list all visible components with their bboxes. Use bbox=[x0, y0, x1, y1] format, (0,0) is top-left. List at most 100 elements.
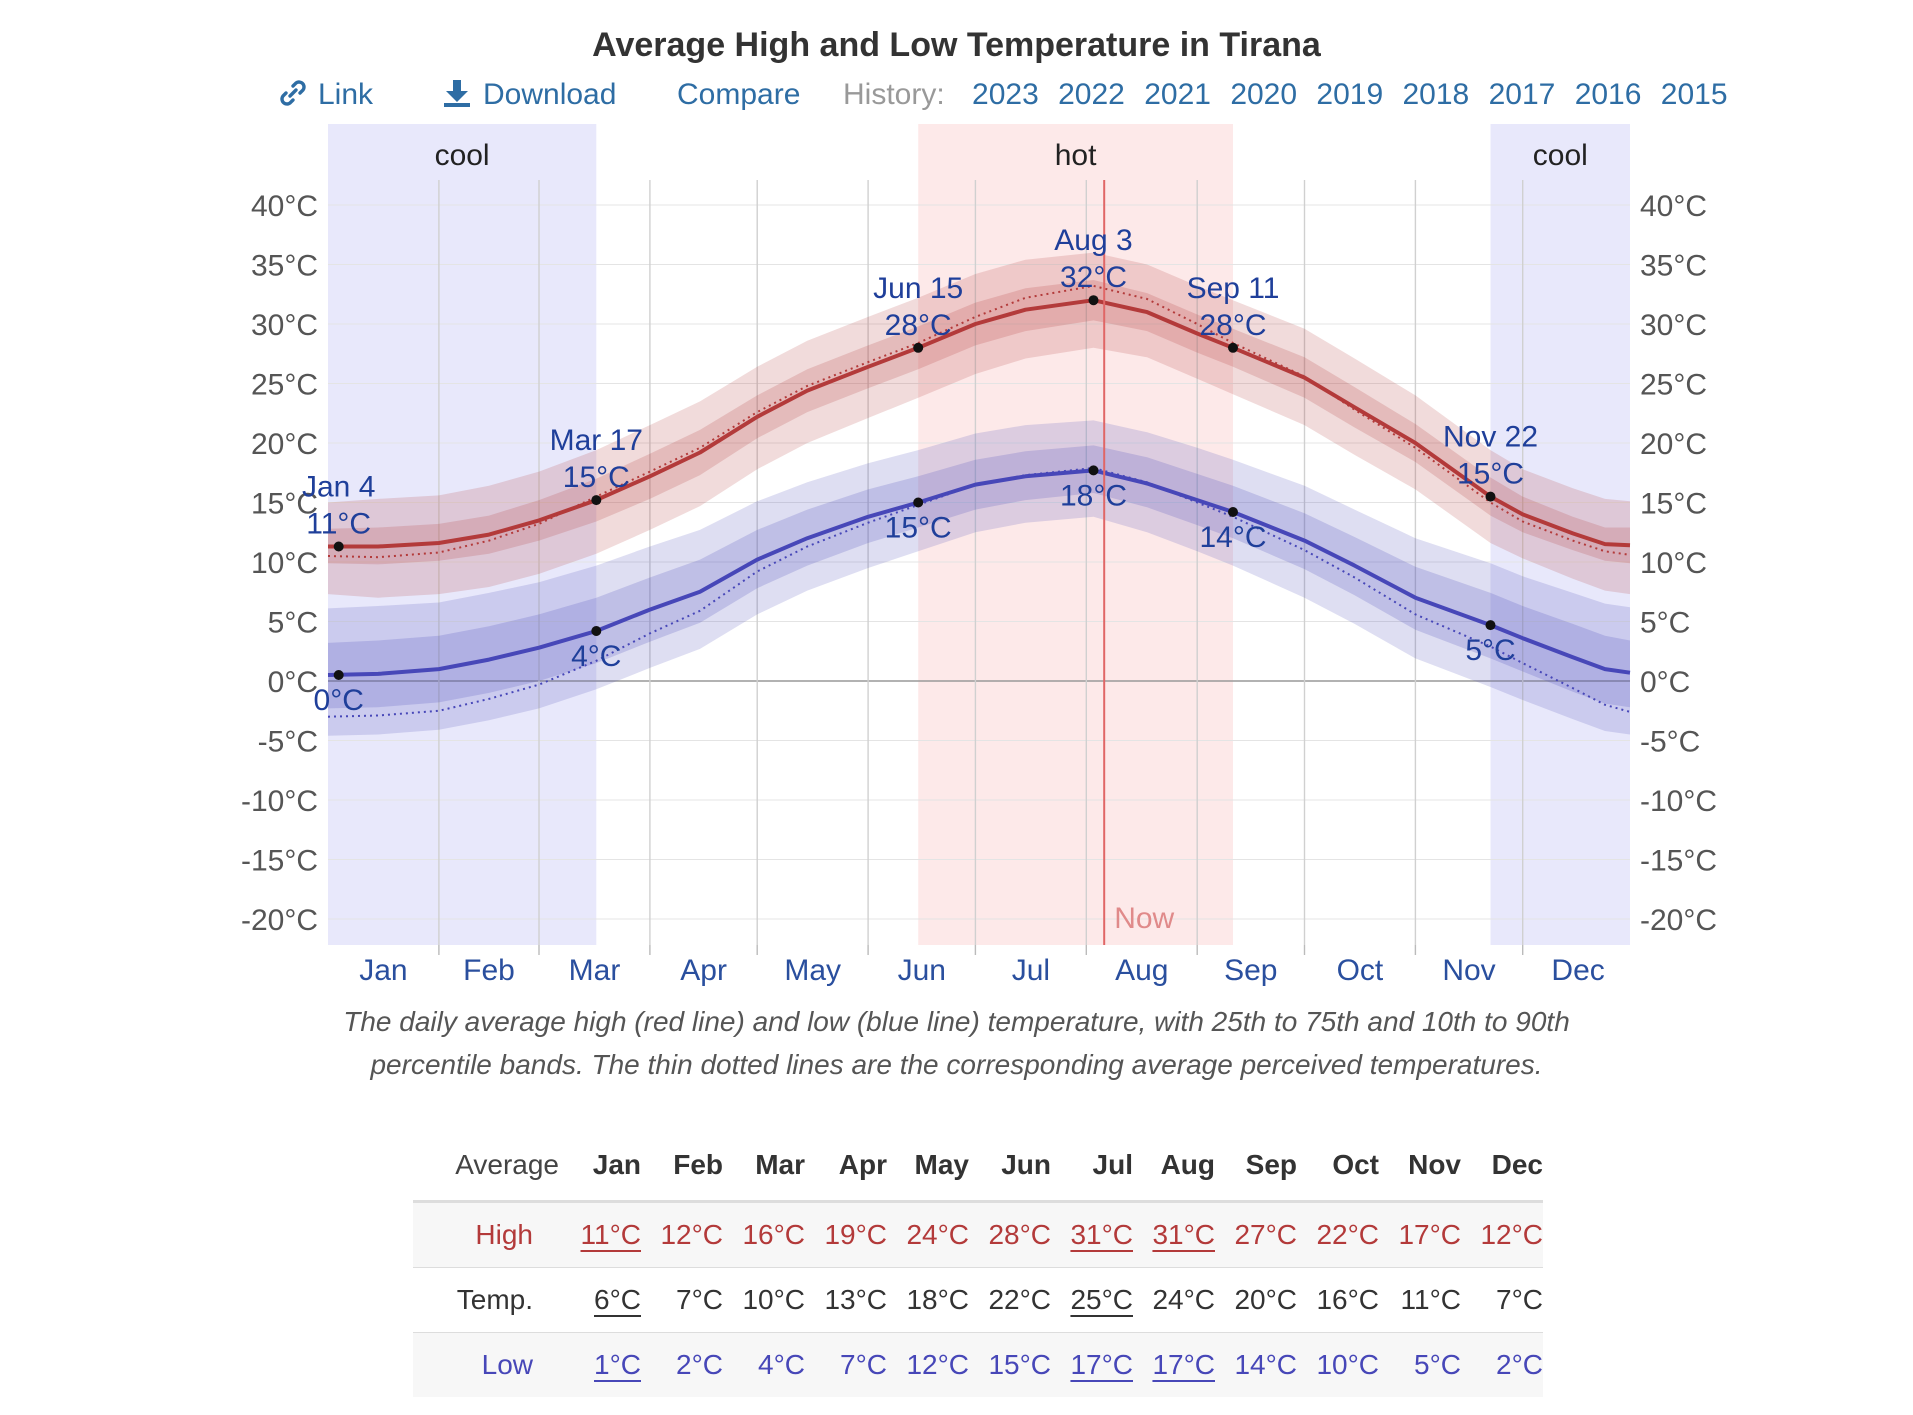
annotation-value-label: 15°C bbox=[885, 512, 952, 545]
table-cell-value[interactable]: 11°C bbox=[580, 1219, 641, 1250]
table-header-month: Sep bbox=[1215, 1130, 1297, 1203]
table-cell: 12°C bbox=[641, 1202, 723, 1268]
table-cell: 2°C bbox=[1461, 1333, 1543, 1398]
table-cell: 6°C bbox=[559, 1268, 641, 1333]
data-point-marker bbox=[1485, 620, 1496, 631]
table-cell: 10°C bbox=[723, 1268, 805, 1333]
y-tick-label-right: -10°C bbox=[1640, 785, 1717, 818]
annotation-value-label: 28°C bbox=[885, 309, 952, 342]
annotation-value-label: 5°C bbox=[1465, 634, 1515, 667]
data-point-marker bbox=[913, 497, 924, 508]
band-25-75-low bbox=[328, 445, 1630, 709]
data-point-marker bbox=[1228, 507, 1238, 517]
data-point-marker bbox=[591, 495, 602, 506]
table-cell-value: 10°C bbox=[742, 1284, 805, 1315]
series-line-low bbox=[327, 468, 1631, 677]
annotation-value-label: 32°C bbox=[1060, 261, 1127, 294]
table-cell-value: 7°C bbox=[840, 1349, 887, 1380]
link-icon bbox=[280, 80, 306, 106]
x-tick-label: Jun bbox=[898, 954, 946, 987]
table-cell: 1°C bbox=[559, 1333, 641, 1398]
table-cell: 16°C bbox=[723, 1202, 805, 1268]
table-cell-value[interactable]: 17°C bbox=[1070, 1349, 1133, 1380]
y-tick-label: 20°C bbox=[251, 428, 318, 461]
y-tick-label-right: 40°C bbox=[1640, 190, 1707, 223]
table-header-month: Aug bbox=[1133, 1130, 1215, 1203]
x-tick-label: Aug bbox=[1115, 954, 1168, 987]
table-cell-value[interactable]: 17°C bbox=[1152, 1349, 1215, 1380]
annotation-value-label: 14°C bbox=[1199, 521, 1266, 554]
temperature-chart: cool hot cool 40°C 40°C 35°C 35°C 30°C 30°C 25°C 2… bbox=[241, 124, 1717, 987]
table-cell-value: 2°C bbox=[1496, 1349, 1543, 1380]
table-cell: 7°C bbox=[805, 1333, 887, 1398]
y-tick-label: -10°C bbox=[241, 785, 318, 818]
data-point-marker bbox=[1088, 295, 1099, 306]
table-cell-value: 12°C bbox=[1480, 1219, 1543, 1250]
table-cell-value: 13°C bbox=[824, 1284, 887, 1315]
table-cell: 24°C bbox=[1133, 1268, 1215, 1333]
data-point-marker bbox=[333, 670, 344, 680]
table-cell-value: 4°C bbox=[758, 1349, 805, 1380]
annotation-date-label: Nov 22 bbox=[1443, 421, 1538, 454]
annotation-value-label: 4°C bbox=[571, 640, 621, 673]
table-cell-value: 22°C bbox=[1316, 1219, 1379, 1250]
table-row-low: Low 1°C 2°C 4°C 7°C 12°C 15°C 17°C 17°C 14°C 10°C 5… bbox=[413, 1332, 1543, 1398]
table-cell-value[interactable]: 1°C bbox=[594, 1349, 641, 1380]
table-cell-value: 24°C bbox=[906, 1219, 969, 1250]
link-button[interactable]: Link bbox=[280, 78, 373, 112]
x-tick-label: Sep bbox=[1224, 954, 1277, 987]
history-year-2021[interactable]: 2021 bbox=[1144, 78, 1211, 111]
download-button[interactable]: Download bbox=[443, 78, 616, 112]
compare-button[interactable]: Compare bbox=[677, 78, 801, 111]
history-year-2017[interactable]: 2017 bbox=[1488, 78, 1556, 111]
table-cell: 2°C bbox=[641, 1333, 723, 1398]
season-label: hot bbox=[1055, 139, 1097, 172]
table-header-month: Jan bbox=[559, 1130, 641, 1203]
history-year-2020[interactable]: 2020 bbox=[1230, 78, 1298, 111]
y-tick-label-right: 15°C bbox=[1640, 488, 1707, 521]
y-tick-label: 35°C bbox=[251, 250, 318, 283]
history-year-2016[interactable]: 2016 bbox=[1574, 78, 1642, 111]
table-cell: 14°C bbox=[1215, 1333, 1297, 1398]
annotation-value-label: 28°C bbox=[1199, 309, 1266, 342]
x-tick-label: Mar bbox=[569, 954, 621, 987]
table-cell-value[interactable]: 31°C bbox=[1152, 1219, 1215, 1250]
history-year-2015[interactable]: 2015 bbox=[1660, 78, 1728, 111]
season-band-cool bbox=[1490, 124, 1630, 945]
chart-caption: The daily average high (red line) and lo… bbox=[343, 1006, 1570, 1080]
table-cell-value: 16°C bbox=[1316, 1284, 1379, 1315]
link-label: Link bbox=[318, 78, 374, 111]
table-cell: 31°C bbox=[1133, 1202, 1215, 1268]
table-cell-value[interactable]: 31°C bbox=[1070, 1219, 1133, 1250]
table-cell-value: 15°C bbox=[988, 1349, 1051, 1380]
table-cell-value[interactable]: 6°C bbox=[594, 1284, 641, 1315]
perceived-line-high bbox=[327, 284, 1631, 559]
history-year-2019[interactable]: 2019 bbox=[1316, 78, 1384, 111]
x-tick-label: Apr bbox=[680, 954, 727, 987]
table-cell-value: 27°C bbox=[1234, 1219, 1297, 1250]
y-tick-label: 0°C bbox=[268, 666, 318, 699]
table-cell-value[interactable]: 25°C bbox=[1070, 1284, 1133, 1315]
band-10-90-high bbox=[328, 252, 1630, 598]
history-year-2018[interactable]: 2018 bbox=[1402, 78, 1470, 111]
table-row-label: Temp. bbox=[456, 1284, 533, 1315]
table-cell: 13°C bbox=[805, 1268, 887, 1333]
y-tick-label-right: 0°C bbox=[1640, 666, 1690, 699]
table-cell-value: 7°C bbox=[1496, 1284, 1543, 1315]
x-tick-label: Oct bbox=[1337, 954, 1384, 987]
table-row-temp: Temp. 6°C 7°C 10°C 13°C 18°C 22°C 25°C 24°C 20°C 1… bbox=[413, 1268, 1543, 1333]
table-cell-value: 11°C bbox=[1400, 1284, 1461, 1315]
table-cell: 28°C bbox=[969, 1202, 1051, 1268]
table-cell-value: 18°C bbox=[906, 1284, 969, 1315]
table-cell: 17°C bbox=[1051, 1333, 1133, 1398]
annotation-value-label: 11°C bbox=[306, 508, 371, 541]
table-header-month: Jul bbox=[1051, 1130, 1133, 1203]
table-header-month: Feb bbox=[641, 1130, 723, 1203]
table-cell-value: 12°C bbox=[906, 1349, 969, 1380]
history-year-2023[interactable]: 2023 bbox=[972, 78, 1039, 111]
history-year-2022[interactable]: 2022 bbox=[1058, 78, 1125, 111]
table-cell: 17°C bbox=[1133, 1333, 1215, 1398]
x-tick-label: Nov bbox=[1442, 954, 1495, 987]
season-band-cool bbox=[328, 124, 597, 945]
download-label: Download bbox=[483, 78, 617, 111]
